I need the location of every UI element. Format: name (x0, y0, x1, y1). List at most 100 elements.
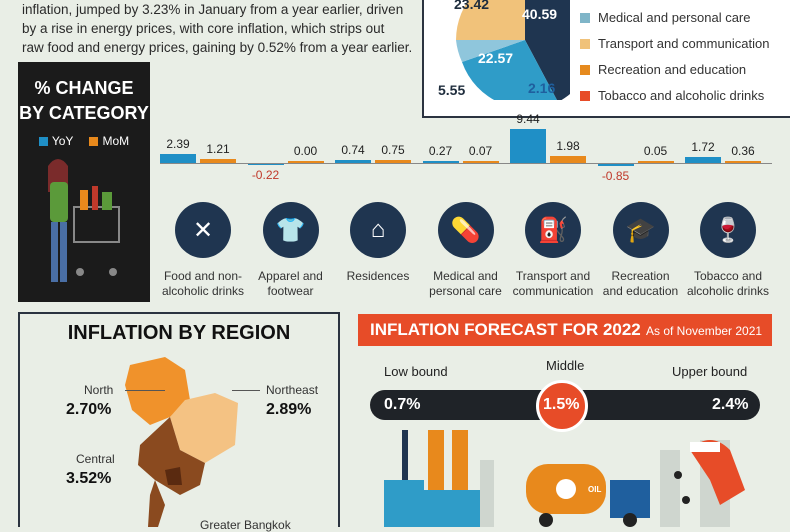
fuel-pump-icon: ⛽ (525, 202, 581, 258)
category-legend: YoY MoM (18, 134, 150, 148)
category-bar-chart: 2.39 1.21 -0.22 0.00 0.74 0.75 0.27 0.07 9.44 1.9… (0, 0, 790, 200)
shopper-illustration (48, 159, 120, 282)
yoy-bar (510, 129, 546, 163)
yoy-value-label: 2.39 (166, 137, 190, 152)
fork-knife-icon: ✕ (175, 202, 231, 258)
yoy-value-label: -0.85 (601, 169, 630, 184)
yoy-value-label: 1.72 (691, 139, 715, 154)
yoy-bar (597, 163, 634, 167)
category-title-line: % CHANGE (34, 78, 134, 98)
mom-bar (375, 160, 411, 163)
mom-bar (550, 155, 586, 163)
pie-chart (456, 0, 570, 100)
forecast-mid-label: Middle (546, 358, 585, 373)
mom-bar (287, 161, 324, 163)
legend-swatch (580, 90, 590, 101)
legend-label: Medical and personal care (598, 10, 751, 25)
yoy-bar (335, 160, 371, 163)
region-north-name: North (84, 383, 114, 397)
forecast-mid-value: 1.5% (543, 396, 580, 413)
pie-slice-light (456, 40, 525, 62)
legend-swatch (580, 12, 590, 23)
mom-bar (637, 161, 674, 163)
region-northeast-value: 2.89% (266, 401, 312, 418)
region-northeast-name: Northeast (266, 383, 319, 397)
category-label: Recreation and education (602, 269, 679, 298)
category-label: Medical and personal care (429, 269, 502, 298)
pie-slice-sand (456, 0, 525, 40)
forecast-mid-marker (536, 380, 588, 432)
leader-line (232, 390, 260, 391)
forecast-high-value: 2.4% (712, 396, 749, 413)
category-label: Food and non-alcoholic drinks (161, 269, 245, 298)
category-title-line: BY CATEGORY (19, 103, 149, 123)
pie-label: 40.59 (522, 6, 558, 22)
region-bangkok-name: Greater Bangkok (200, 518, 291, 532)
yoy-value-label: -0.22 (251, 168, 280, 182)
mom-value-label: 0.00 (293, 144, 318, 158)
yoy-bar (422, 161, 459, 163)
mom-bar (725, 161, 761, 163)
region-north-value: 2.70% (66, 401, 112, 418)
legend-label: Transport and communication (598, 36, 770, 51)
category-label: Transport and communication (512, 269, 594, 298)
graduation-cap-icon: 🎓 (612, 202, 669, 258)
house-icon: ⌂ (350, 202, 406, 258)
region-central-value: 3.52% (66, 470, 112, 487)
legend-mom: MoM (89, 134, 129, 148)
region-title: INFLATION BY REGION (67, 322, 291, 344)
forecast-subtitle: As of November 2021 (646, 324, 763, 338)
yoy-value-label: 0.27 (428, 144, 453, 158)
yoy-bar (160, 154, 196, 163)
yoy-bar (685, 156, 721, 163)
forecast-high-label: Upper bound (672, 364, 748, 379)
forecast-title: INFLATION FORECAST FOR 2022 (370, 320, 641, 339)
wine-bottle-icon: 🍷 (700, 202, 756, 258)
forecast-header (358, 314, 772, 346)
region-panel (18, 312, 340, 527)
forecast-low-label: Low bound (384, 364, 448, 379)
legend-label: Recreation and education (598, 62, 747, 77)
tshirt-icon: 👕 (262, 202, 319, 258)
mom-value-label: 0.36 (731, 144, 755, 158)
pills-icon: 💊 (437, 202, 494, 258)
region-central-name: Central (76, 452, 115, 466)
pie-label: 5.55 (438, 82, 466, 98)
category-icons: ✕ Food and non-alcoholic drinks 👕 Apparel a… (161, 202, 770, 298)
legend-label: Tobacco and alcoholic drinks (598, 88, 765, 103)
yoy-value-label: 9.44 (516, 112, 540, 127)
category-label: Tobacco and alcoholic drinks (686, 269, 770, 298)
pie-slice-teal (462, 40, 557, 100)
pie-label: 2.16 (528, 80, 556, 96)
yoy-value-label: 0.74 (341, 143, 365, 158)
intro-line: inflation, jumped by 3.23% in January fr… (22, 2, 404, 17)
yoy-bar (247, 163, 284, 165)
legend-item-tobacco: Tobacco and alcoholic drinks (580, 88, 764, 103)
legend-item-transport: Transport and communication (580, 36, 770, 51)
pie-label: 22.57 (478, 50, 514, 66)
legend-swatch (580, 64, 590, 75)
intro-line: raw food and energy prices, gaining by 0… (22, 40, 413, 55)
mom-value-label: 0.07 (468, 144, 493, 158)
category-label: Residences (346, 269, 410, 283)
legend-swatch (580, 38, 590, 49)
chart-baseline (160, 163, 772, 164)
forecast-low-value: 0.7% (384, 396, 421, 413)
legend-item-medical: Medical and personal care (580, 10, 750, 25)
pie-label: 23.42 (454, 0, 490, 12)
intro-text: inflation, jumped by 3.23% in January fr… (22, 0, 422, 57)
mom-value-label: 1.98 (556, 138, 580, 153)
mom-value-label: 1.21 (206, 141, 230, 156)
leader-line (125, 390, 165, 391)
pie-slice-navy (525, 0, 570, 100)
industry-illustration: OIL (384, 430, 745, 527)
mom-value-label: 0.05 (643, 144, 668, 158)
truck-oil-text: OIL (588, 485, 601, 494)
intro-line: by a rise in energy prices, with core in… (22, 21, 385, 36)
thailand-map (125, 357, 238, 527)
legend-item-recreation: Recreation and education (580, 62, 746, 77)
legend-yoy: YoY (38, 134, 73, 148)
mom-bar (200, 158, 236, 163)
category-title: % CHANGE BY CATEGORY (18, 76, 150, 126)
category-label: Apparel and footwear (258, 269, 323, 298)
